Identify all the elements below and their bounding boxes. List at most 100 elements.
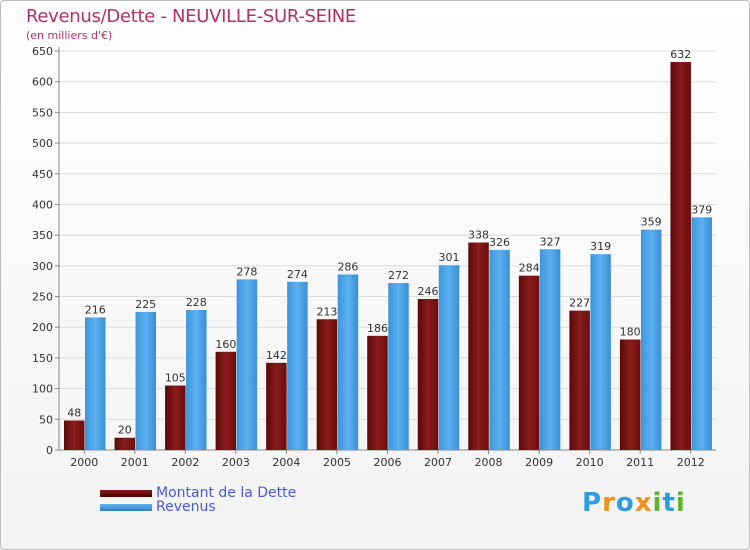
logo-letter: r — [602, 488, 616, 518]
data-label-revenus: 379 — [691, 203, 712, 216]
axis-layer: 0 50 100 150 200 250 300 350 400 450 500 550 600 650 2… — [32, 45, 716, 469]
bar-debt — [670, 62, 691, 451]
bar-revenus — [85, 317, 106, 450]
data-label-revenus: 301 — [439, 251, 460, 264]
data-label-revenus: 216 — [85, 303, 106, 316]
chart-subtitle: (en milliers d'€) — [26, 29, 113, 42]
x-tick-label: 2007 — [424, 456, 452, 469]
y-tick-label: 0 — [46, 444, 53, 457]
bar-revenus — [388, 283, 409, 450]
y-tick-label: 450 — [32, 168, 53, 181]
y-tick-label: 650 — [32, 45, 53, 58]
logo-letter: o — [615, 488, 635, 518]
data-label-revenus: 327 — [540, 235, 561, 248]
y-tick-label: 50 — [39, 413, 53, 426]
data-label-debt: 20 — [118, 424, 132, 437]
x-tick-label: 2003 — [222, 456, 250, 469]
x-tick-label: 2010 — [576, 456, 604, 469]
data-label-revenus: 326 — [489, 236, 510, 249]
y-tick-label: 100 — [32, 383, 53, 396]
y-tick-label: 150 — [32, 352, 53, 365]
bar-revenus — [539, 249, 561, 450]
legend-label-revenus: Revenus — [156, 499, 216, 515]
data-label-revenus: 274 — [287, 268, 308, 281]
y-tick-label: 400 — [32, 198, 53, 211]
data-label-revenus: 359 — [641, 216, 662, 229]
bar-revenus — [489, 249, 510, 450]
x-tick-label: 2004 — [272, 456, 300, 469]
bar-debt — [367, 335, 388, 450]
x-tick-label: 2002 — [171, 456, 199, 469]
x-tick-label: 2000 — [70, 456, 98, 469]
bar-debt — [266, 362, 287, 450]
data-label-debt: 227 — [569, 297, 590, 310]
x-tick-label: 2001 — [121, 456, 149, 469]
label-layer: 48 216 20 225 105 228 160 278 142 274 213 286 186 272… — [67, 48, 712, 437]
y-tick-label: 350 — [32, 229, 53, 242]
data-label-debt: 186 — [367, 322, 388, 335]
bar-revenus — [640, 229, 662, 450]
x-tick-label: 2009 — [525, 456, 553, 469]
bar-debt — [215, 351, 237, 450]
bar-revenus — [236, 279, 258, 450]
bar-debt — [619, 339, 641, 450]
data-label-debt: 105 — [165, 372, 186, 385]
bar-debt — [569, 310, 590, 450]
bar-revenus — [186, 310, 207, 450]
x-tick-label: 2012 — [677, 456, 705, 469]
data-label-debt: 213 — [316, 305, 337, 318]
logo-letter: t — [662, 488, 676, 518]
y-tick-label: 250 — [32, 291, 53, 304]
bar-debt — [114, 437, 136, 450]
bar-layer — [64, 62, 712, 451]
data-label-revenus: 319 — [590, 240, 611, 253]
bar-revenus — [438, 265, 460, 450]
logo-letter: P — [582, 488, 603, 518]
y-tick-label: 550 — [32, 106, 53, 119]
data-label-debt: 246 — [418, 285, 439, 298]
data-label-debt: 180 — [620, 326, 641, 339]
y-tick-label: 500 — [32, 137, 53, 150]
bar-revenus — [691, 217, 712, 450]
logo-letter: i — [675, 488, 686, 518]
data-label-revenus: 272 — [388, 269, 409, 282]
bar-debt — [518, 275, 540, 450]
bar-debt — [316, 319, 338, 450]
data-label-debt: 284 — [519, 262, 540, 275]
data-label-debt: 142 — [266, 349, 287, 362]
bar-debt — [64, 420, 85, 450]
legend-swatch-revenus — [100, 503, 152, 511]
y-tick-label: 200 — [32, 321, 53, 334]
logo-letter: x — [634, 488, 653, 518]
legend: Montant de la Dette Revenus — [100, 486, 296, 514]
data-label-debt: 338 — [468, 229, 489, 242]
data-label-debt: 48 — [67, 407, 81, 420]
legend-item-revenus: Revenus — [100, 500, 296, 514]
chart-title: Revenus/Dette - NEUVILLE-SUR-SEINE — [26, 6, 356, 27]
logo-letter: i — [652, 488, 663, 518]
y-tick-label: 600 — [32, 76, 53, 89]
data-label-revenus: 278 — [236, 265, 257, 278]
bar-debt — [468, 242, 489, 450]
x-tick-label: 2006 — [374, 456, 402, 469]
data-label-debt: 160 — [215, 338, 236, 351]
bar-revenus — [337, 274, 359, 450]
data-label-revenus: 225 — [135, 298, 156, 311]
legend-item-debt: Montant de la Dette — [100, 486, 296, 500]
bar-debt — [417, 298, 439, 450]
data-label-debt: 632 — [670, 48, 691, 61]
bar-revenus — [287, 281, 308, 450]
bar-revenus — [135, 311, 157, 450]
data-label-revenus: 228 — [186, 296, 207, 309]
bar-revenus — [590, 254, 611, 450]
x-tick-label: 2008 — [475, 456, 503, 469]
data-label-revenus: 286 — [337, 260, 358, 273]
y-tick-label: 300 — [32, 260, 53, 273]
proxiti-logo: Proxiti — [582, 488, 686, 518]
legend-label-debt: Montant de la Dette — [156, 485, 297, 501]
legend-swatch-debt — [100, 489, 152, 497]
x-tick-label: 2005 — [323, 456, 351, 469]
x-tick-label: 2011 — [626, 456, 654, 469]
